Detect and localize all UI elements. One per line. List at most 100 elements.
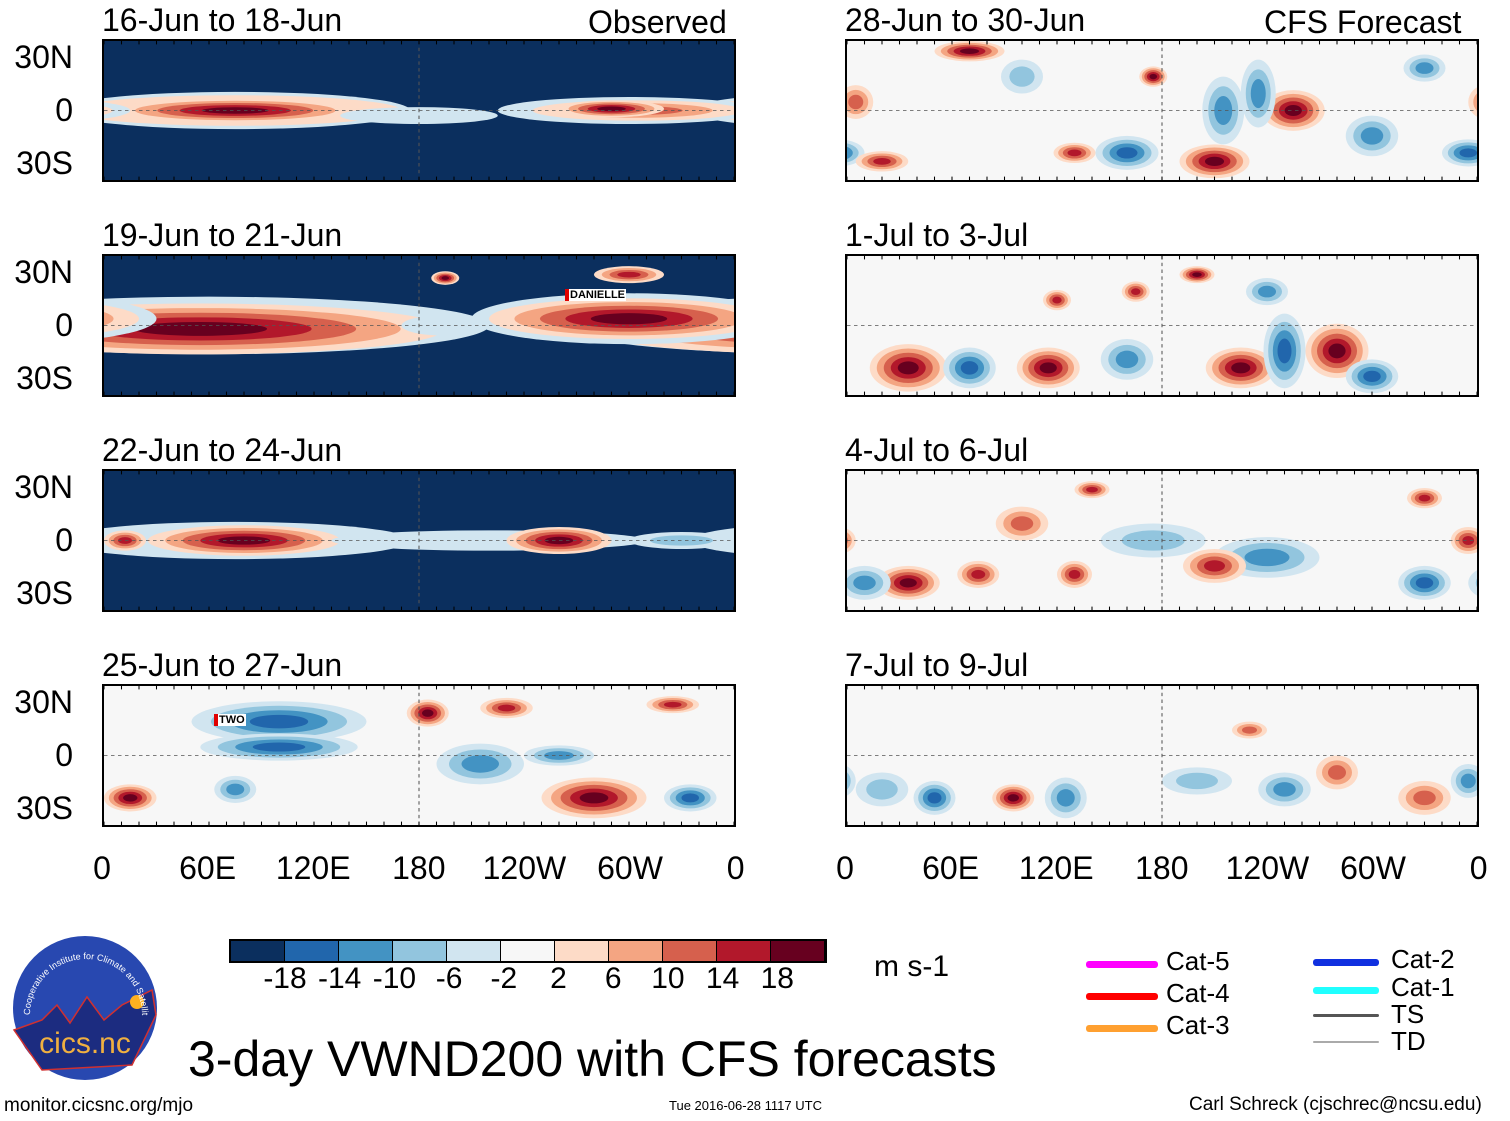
wind-contour	[848, 94, 864, 110]
wind-contour	[1273, 782, 1296, 797]
map-panel-r1	[845, 254, 1479, 397]
wind-contour	[847, 766, 856, 796]
figure-title: 3-day VWND200 with CFS forecasts	[188, 1031, 997, 1087]
lat-label: 0	[55, 737, 73, 773]
wind-contour	[1176, 772, 1218, 790]
colorbar-swatch	[717, 941, 771, 961]
legend-line-cat-2	[1313, 959, 1379, 966]
wind-contour	[1459, 148, 1477, 158]
wind-contour	[590, 313, 668, 325]
wind-contour	[1121, 530, 1185, 551]
wind-contour	[226, 783, 245, 796]
lat-label: 0	[55, 307, 73, 343]
wind-contour	[1009, 66, 1035, 87]
wind-contour	[959, 48, 980, 54]
legend-line-cat-3	[1086, 1025, 1158, 1032]
map-panel-l0	[102, 39, 736, 182]
lat-label: 30S	[16, 790, 73, 826]
wind-contour	[252, 742, 306, 752]
colorbar-swatch	[339, 941, 393, 961]
wind-contour	[422, 709, 434, 717]
wind-contour	[461, 755, 499, 773]
wind-contour	[1418, 494, 1431, 502]
lon-label: 120W	[1225, 850, 1310, 886]
panel-title: 7-Jul to 9-Jul	[845, 647, 1029, 683]
colorbar-swatch	[447, 941, 501, 961]
wind-contour	[853, 575, 876, 591]
map-panel-l2	[102, 469, 736, 612]
panel-title: 19-Jun to 21-Jun	[102, 217, 343, 253]
colorbar-swatch	[609, 941, 663, 961]
wind-contour	[1328, 765, 1346, 780]
wind-contour	[1056, 789, 1075, 807]
lat-label: 30N	[14, 254, 73, 290]
wind-contour	[401, 315, 489, 336]
wind-contour	[664, 701, 682, 708]
wind-contour	[1067, 149, 1082, 157]
wind-contour	[1415, 577, 1434, 589]
lat-label: 30S	[16, 145, 73, 181]
wind-contour	[1086, 486, 1098, 493]
colorbar-swatch	[393, 941, 447, 961]
colorbar-swatch	[555, 941, 609, 961]
legend-line-cat-4	[1086, 993, 1158, 1000]
footer-timestamp: Tue 2016-06-28 1117 UTC	[669, 1098, 822, 1113]
cics-logo: Cooperative Institute for Climate and Sa…	[9, 927, 158, 1081]
colorbar-swatch	[501, 941, 555, 961]
lon-label: 120W	[482, 850, 567, 886]
wind-contour	[497, 704, 516, 712]
footer-url[interactable]: monitor.cicsnc.org/mjo	[4, 1095, 194, 1116]
wind-contour	[1010, 516, 1034, 531]
lat-label: 30S	[16, 575, 73, 611]
panel-title: 16-Jun to 18-Jun	[102, 2, 343, 38]
colorbar-swatch	[771, 941, 825, 961]
panel-title: 22-Jun to 24-Jun	[102, 432, 343, 468]
cfs-forecast-label: CFS Forecast	[1264, 4, 1462, 40]
wind-contour	[1462, 535, 1475, 546]
wind-contour	[847, 772, 851, 790]
wind-contour	[1068, 569, 1081, 579]
wind-contour	[104, 106, 113, 115]
lon-label: 180	[392, 850, 446, 886]
lat-label: 30N	[14, 684, 73, 720]
lat-label: 0	[55, 522, 73, 558]
lat-label: 30N	[14, 469, 73, 505]
wind-contour	[1328, 343, 1346, 359]
wind-contour	[1284, 104, 1302, 117]
lon-label: 0	[1469, 850, 1488, 886]
wind-contour	[1149, 73, 1158, 80]
wind-contour	[1214, 95, 1233, 126]
lat-label: 30S	[16, 360, 73, 396]
observed-label: Observed	[588, 4, 727, 40]
lon-label: 60W	[597, 850, 663, 886]
wind-contour	[1242, 726, 1257, 734]
colorbar-label: 2	[550, 962, 567, 995]
lon-label: 180	[1135, 850, 1189, 886]
colorbar-swatch	[663, 941, 717, 961]
colorbar-label: -14	[318, 962, 362, 995]
map-panel-r0	[845, 39, 1479, 182]
map-panel-r3	[845, 684, 1479, 827]
lon-label: 0	[726, 850, 745, 886]
wind-contour	[1039, 362, 1057, 374]
legend-label: Cat-5	[1166, 946, 1230, 976]
wind-contour	[597, 106, 626, 112]
map-panel-l1	[102, 254, 736, 397]
wind-contour	[897, 361, 919, 375]
wind-contour	[1231, 362, 1251, 374]
wind-contour	[1413, 790, 1436, 806]
wind-contour	[201, 107, 269, 114]
wind-contour	[249, 714, 309, 729]
legend-label: TD	[1391, 1026, 1426, 1056]
legend-line-td	[1313, 1041, 1379, 1043]
wind-contour	[960, 361, 979, 375]
svg-text:cics.nc: cics.nc	[39, 1027, 131, 1060]
wind-contour	[579, 792, 609, 804]
lon-label: 0	[93, 850, 111, 886]
footer-author: Carl Schreck (cjschrec@ncsu.edu)	[1189, 1094, 1482, 1115]
wind-contour	[1415, 62, 1434, 74]
lon-label: 60E	[179, 850, 237, 886]
wind-contour	[1116, 147, 1138, 159]
wind-contour	[1052, 296, 1062, 304]
lon-label: 60E	[922, 850, 980, 886]
